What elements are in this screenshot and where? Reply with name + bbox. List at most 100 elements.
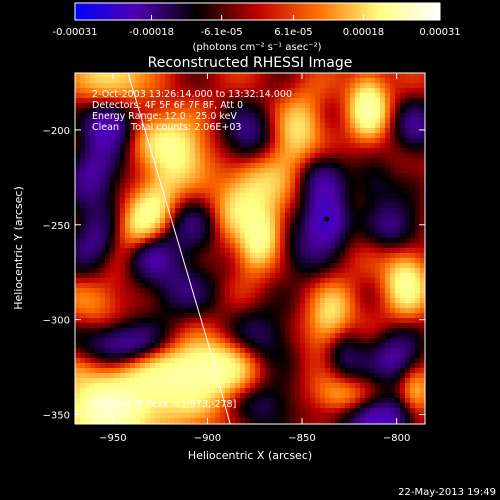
- heatmap-cell: [190, 323, 196, 329]
- heatmap-cell: [225, 138, 231, 144]
- heatmap-cell: [415, 223, 421, 229]
- heatmap-cell: [305, 323, 311, 329]
- heatmap-cell: [160, 248, 166, 254]
- heatmap-cell: [205, 193, 211, 199]
- heatmap-cell: [275, 408, 281, 414]
- heatmap-cell: [240, 363, 246, 369]
- heatmap-cell: [260, 178, 266, 184]
- heatmap-cell: [350, 373, 356, 379]
- heatmap-cell: [395, 348, 401, 354]
- heatmap-cell: [270, 293, 276, 299]
- heatmap-cell: [310, 413, 316, 419]
- heatmap-cell: [300, 363, 306, 369]
- heatmap-cell: [350, 163, 356, 169]
- heatmap-cell: [320, 208, 326, 214]
- heatmap-cell: [310, 233, 316, 239]
- heatmap-cell: [170, 273, 176, 279]
- heatmap-cell: [95, 163, 101, 169]
- heatmap-cell: [385, 83, 391, 89]
- heatmap-cell: [85, 188, 91, 194]
- heatmap-cell: [410, 128, 416, 134]
- heatmap-cell: [340, 153, 346, 159]
- heatmap-cell: [85, 103, 91, 109]
- heatmap-cell: [375, 283, 381, 289]
- heatmap-cell: [115, 408, 121, 414]
- heatmap-cell: [275, 128, 281, 134]
- heatmap-cell: [140, 268, 146, 274]
- heatmap-cell: [340, 173, 346, 179]
- heatmap-cell: [220, 288, 226, 294]
- heatmap-cell: [155, 388, 161, 394]
- heatmap-cell: [180, 183, 186, 189]
- heatmap-cell: [340, 98, 346, 104]
- heatmap-cell: [390, 308, 396, 314]
- heatmap-cell: [365, 208, 371, 214]
- heatmap-cell: [110, 253, 116, 259]
- heatmap-cell: [410, 218, 416, 224]
- heatmap-cell: [345, 223, 351, 229]
- heatmap-cell: [285, 138, 291, 144]
- heatmap-cell: [320, 198, 326, 204]
- heatmap-cell: [125, 268, 131, 274]
- heatmap-cell: [355, 103, 361, 109]
- heatmap-cell: [190, 178, 196, 184]
- heatmap-cell: [95, 188, 101, 194]
- heatmap-cell: [165, 123, 171, 129]
- heatmap-cell: [265, 223, 271, 229]
- heatmap-cell: [85, 153, 91, 159]
- heatmap-cell: [125, 168, 131, 174]
- heatmap-cell: [90, 213, 96, 219]
- heatmap-cell: [255, 363, 261, 369]
- heatmap-cell: [365, 283, 371, 289]
- heatmap-cell: [290, 313, 296, 319]
- heatmap-cell: [310, 378, 316, 384]
- heatmap-cell: [115, 228, 121, 234]
- heatmap-cell: [355, 98, 361, 104]
- heatmap-cell: [345, 268, 351, 274]
- heatmap-cell: [175, 78, 181, 84]
- heatmap-cell: [325, 293, 331, 299]
- heatmap-cell: [320, 338, 326, 344]
- heatmap-cell: [330, 338, 336, 344]
- heatmap-cell: [150, 278, 156, 284]
- heatmap-cell: [360, 398, 366, 404]
- heatmap-cell: [400, 308, 406, 314]
- heatmap-cell: [165, 378, 171, 384]
- heatmap-cell: [395, 273, 401, 279]
- heatmap-cell: [190, 418, 196, 424]
- heatmap-cell: [400, 298, 406, 304]
- heatmap-cell: [195, 163, 201, 169]
- heatmap-cell: [405, 253, 411, 259]
- heatmap-cell: [200, 173, 206, 179]
- heatmap-cell: [270, 388, 276, 394]
- heatmap-cell: [370, 243, 376, 249]
- heatmap-cell: [150, 198, 156, 204]
- heatmap-cell: [260, 123, 266, 129]
- heatmap-cell: [415, 243, 421, 249]
- heatmap-cell: [295, 343, 301, 349]
- heatmap-cell: [295, 218, 301, 224]
- heatmap-cell: [410, 253, 416, 259]
- heatmap-cell: [370, 213, 376, 219]
- heatmap-cell: [220, 243, 226, 249]
- heatmap-cell: [325, 183, 331, 189]
- heatmap-cell: [380, 368, 386, 374]
- heatmap-cell: [385, 248, 391, 254]
- heatmap-cell: [415, 418, 421, 424]
- heatmap-cell: [210, 123, 216, 129]
- heatmap-cell: [405, 163, 411, 169]
- heatmap-cell: [180, 348, 186, 354]
- heatmap-cell: [390, 158, 396, 164]
- heatmap-cell: [310, 393, 316, 399]
- heatmap-cell: [420, 108, 425, 114]
- heatmap-cell: [120, 238, 126, 244]
- heatmap-cell: [300, 168, 306, 174]
- heatmap-cell: [235, 398, 241, 404]
- heatmap-cell: [265, 308, 271, 314]
- heatmap-cell: [135, 258, 141, 264]
- heatmap-cell: [190, 303, 196, 309]
- heatmap-cell: [380, 123, 386, 129]
- heatmap-cell: [395, 128, 401, 134]
- heatmap-cell: [340, 228, 346, 234]
- heatmap-cell: [375, 263, 381, 269]
